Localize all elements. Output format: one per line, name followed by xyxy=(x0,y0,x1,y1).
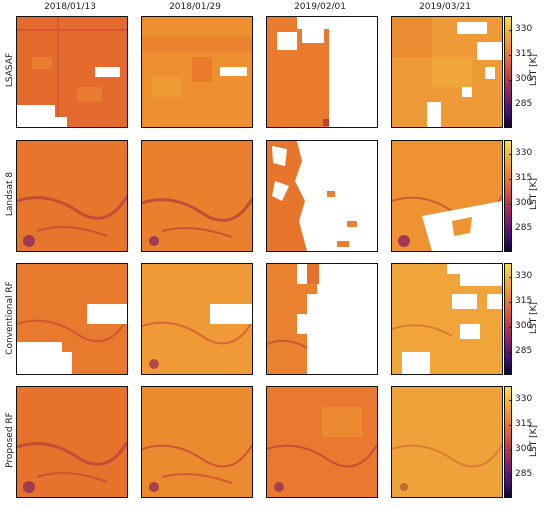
map-conventional-rf-2019-03-21 xyxy=(391,263,503,375)
colorbar-tick: 315 xyxy=(508,296,532,306)
map-landsat8-2018-01-29 xyxy=(141,140,253,252)
map-proposed-rf-2019-03-21 xyxy=(391,386,503,498)
map-lsasaf-2019-03-21 xyxy=(391,16,503,128)
colorbar-row3 xyxy=(504,263,512,375)
colorbar-row4 xyxy=(504,386,512,498)
colorbar-tick: 315 xyxy=(508,173,532,183)
colorbar-tick: 285 xyxy=(508,223,532,233)
column-title-4: 2019/03/21 xyxy=(419,2,471,12)
row-label-lsasaf: LSASAF xyxy=(5,52,15,88)
map-proposed-rf-2018-01-29 xyxy=(141,386,253,498)
colorbar-tick: 300 xyxy=(508,198,532,208)
colorbar-tick: 315 xyxy=(508,419,532,429)
map-landsat8-2019-02-01 xyxy=(266,140,378,252)
colorbar-row1 xyxy=(504,16,512,128)
colorbar-tick: 300 xyxy=(508,444,532,454)
map-conventional-rf-2018-01-13 xyxy=(16,263,128,375)
row-label-landsat8: Landsat 8 xyxy=(5,171,15,217)
map-conventional-rf-2018-01-29 xyxy=(141,263,253,375)
colorbar-tick: 330 xyxy=(508,24,532,34)
colorbar-tick: 315 xyxy=(508,49,532,59)
colorbar-label: LST [K] xyxy=(529,54,539,87)
colorbar-tick: 300 xyxy=(508,321,532,331)
colorbar-tick: 285 xyxy=(508,99,532,109)
colorbar-tick: 300 xyxy=(508,74,532,84)
colorbar-label: LST [K] xyxy=(529,302,539,335)
colorbar-tick: 330 xyxy=(508,271,532,281)
colorbar-row2 xyxy=(504,140,512,252)
map-landsat8-2018-01-13 xyxy=(16,140,128,252)
colorbar-tick: 285 xyxy=(508,346,532,356)
map-landsat8-2019-03-21 xyxy=(391,140,503,252)
column-title-2: 2018/01/29 xyxy=(169,2,221,12)
column-title-3: 2019/02/01 xyxy=(294,2,346,12)
map-lsasaf-2018-01-29 xyxy=(141,16,253,128)
map-proposed-rf-2019-02-01 xyxy=(266,386,378,498)
map-conventional-rf-2019-02-01 xyxy=(266,263,378,375)
map-lsasaf-2018-01-13 xyxy=(16,16,128,128)
column-title-1: 2018/01/13 xyxy=(44,2,96,12)
colorbar-tick: 330 xyxy=(508,148,532,158)
row-label-proposed-rf: Proposed RF xyxy=(5,412,15,468)
colorbar-label: LST [K] xyxy=(529,178,539,211)
row-label-conventional-rf: Conventional RF xyxy=(5,281,15,355)
map-proposed-rf-2018-01-13 xyxy=(16,386,128,498)
colorbar-label: LST [K] xyxy=(529,425,539,458)
colorbar-tick: 285 xyxy=(508,469,532,479)
map-lsasaf-2019-02-01 xyxy=(266,16,378,128)
colorbar-tick: 330 xyxy=(508,394,532,404)
